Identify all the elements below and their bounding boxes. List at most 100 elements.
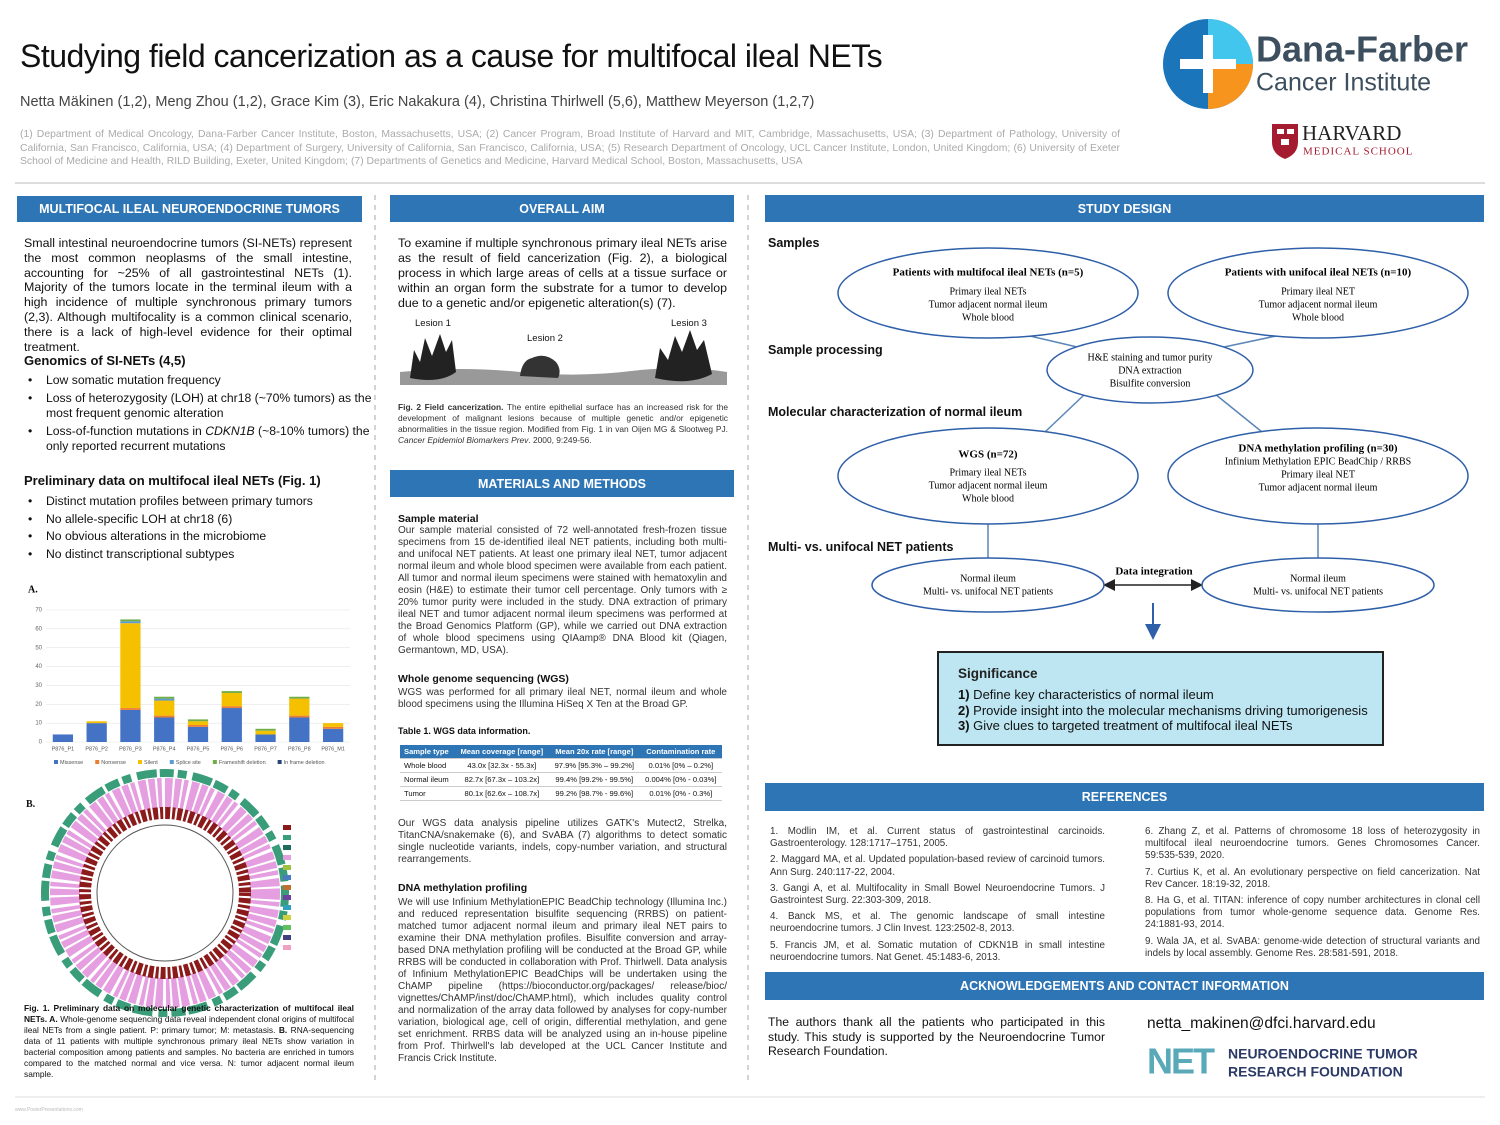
net-logo: NET NEUROENDOCRINE TUMOR RESEARCH FOUNDA… bbox=[1147, 1041, 1418, 1082]
x-tick-label: P876_P3 bbox=[119, 746, 142, 752]
bar-segment bbox=[154, 715, 175, 718]
bar-segment bbox=[221, 692, 242, 707]
reference-item: 5. Francis JM, et al. Somatic mutation o… bbox=[770, 939, 1105, 963]
bar-segment bbox=[154, 698, 175, 701]
element bbox=[283, 865, 291, 870]
x-tick-label: P876_P2 bbox=[85, 746, 108, 752]
node-title: Patients with multifocal ileal NETs (n=5… bbox=[893, 267, 1084, 279]
intro-text: Small intestinal neuroendocrine tumors (… bbox=[24, 236, 352, 354]
lesion-label: Lesion 3 bbox=[671, 318, 707, 329]
element bbox=[41, 769, 289, 1017]
element bbox=[520, 355, 560, 378]
caption-text: RNA-sequencing data of 11 patients with … bbox=[24, 1025, 354, 1079]
node-title: DNA methylation profiling (n=30) bbox=[1238, 443, 1397, 455]
node-line: Bisulfite conversion bbox=[1110, 378, 1191, 389]
node-line: Whole blood bbox=[962, 493, 1014, 504]
table-row: Whole blood 43.0x [32.3x - 55.3x] 97.9% [9… bbox=[400, 758, 722, 773]
node-line: Multi- vs. unifocal NET patients bbox=[1253, 586, 1383, 597]
section-heading: ACKNOWLEDGEMENTS AND CONTACT INFORMATION bbox=[765, 972, 1484, 1000]
section-heading: MULTIFOCAL ILEAL NEUROENDOCRINE TUMORS bbox=[17, 196, 362, 222]
reference-list: 1. Modlin IM, et al. Current status of g… bbox=[770, 826, 1105, 968]
element bbox=[283, 875, 291, 880]
bullet-list: Low somatic mutation frequency Loss of he… bbox=[24, 373, 376, 457]
legend-swatch bbox=[277, 760, 282, 764]
element: NET bbox=[1147, 1041, 1215, 1082]
node-title: Patients with unifocal ileal NETs (n=10) bbox=[1225, 267, 1412, 279]
panel-label: B. bbox=[26, 799, 36, 810]
bullet-item: Distinct mutation profiles between prima… bbox=[28, 493, 376, 511]
logo-text: NEUROENDOCRINE TUMOR bbox=[1228, 1046, 1418, 1062]
element bbox=[283, 945, 291, 950]
subheading: Sample material bbox=[398, 513, 479, 525]
lesion-label: Lesion 1 bbox=[415, 318, 451, 329]
methods-text: We will use Infinium MethylationEPIC Bea… bbox=[398, 897, 727, 1064]
lesion-label: Lesion 2 bbox=[527, 333, 563, 344]
node-line: Tumor adjacent normal ileum bbox=[929, 299, 1048, 310]
reference-item: 6. Zhang Z, et al. Patterns of chromosom… bbox=[1145, 826, 1480, 862]
legend-swatch bbox=[54, 760, 58, 764]
bar-segment bbox=[322, 728, 344, 742]
element bbox=[283, 905, 291, 910]
bar-chart: A. 0 10 20 30 40 50 60 70 P876_P1 P876_P2 P876_P3 P8… bbox=[28, 584, 350, 766]
element bbox=[1180, 59, 1236, 69]
bar-segment bbox=[120, 621, 141, 624]
bullet-item: No allele-specific LOH at chr18 (6) bbox=[28, 511, 376, 529]
element bbox=[1208, 64, 1253, 109]
table-cell: 0.004% [0% - 0.03%] bbox=[639, 772, 722, 787]
caption-text: . 2000, 9:249-56. bbox=[528, 435, 592, 445]
y-tick-label: 30 bbox=[35, 683, 42, 689]
table-row: Tumor 80.1x [62.6x – 108.7x] 99.2% [98.7% … bbox=[400, 786, 722, 801]
bar-segment bbox=[52, 734, 74, 742]
node-line: DNA extraction bbox=[1118, 365, 1182, 376]
bar-segment bbox=[221, 708, 242, 742]
element bbox=[283, 915, 291, 920]
node-ellipse bbox=[1167, 247, 1469, 339]
footer: www.PosterPresentations.com bbox=[15, 1107, 83, 1113]
section-heading: OVERALL AIM bbox=[390, 195, 734, 222]
bar-segment bbox=[255, 734, 276, 742]
bullet-text: (~8-10% tumors) the only reported recurr… bbox=[46, 424, 370, 453]
table-header-cell: Mean 20x rate [range] bbox=[548, 745, 640, 759]
bullet-text: Loss of heterozygosity (LOH) at chr18 (~… bbox=[46, 391, 372, 420]
bar-segment bbox=[221, 706, 242, 709]
legend-label: Frameshift deletion bbox=[219, 760, 266, 766]
bullet-item: Loss of heterozygosity (LOH) at chr18 (~… bbox=[28, 391, 376, 421]
acknowledgements-text: The authors thank all the patients who p… bbox=[768, 1015, 1105, 1058]
y-tick-label: 0 bbox=[39, 740, 43, 746]
significance-item: 3) Give clues to targeted treatment of m… bbox=[958, 718, 1368, 734]
table-cell: 80.1x [62.6x – 108.7x] bbox=[454, 786, 549, 801]
bar-segment bbox=[86, 721, 107, 724]
node-line: Tumor adjacent normal ileum bbox=[1259, 299, 1378, 310]
bullet-item: No obvious alterations in the microbiome bbox=[28, 528, 376, 546]
y-tick-label: 50 bbox=[35, 645, 42, 651]
bar-segment bbox=[255, 730, 276, 735]
item-number: 3) bbox=[958, 718, 970, 733]
legend-label: Nonsense bbox=[101, 760, 126, 766]
legend-label: In frame deletion bbox=[284, 760, 325, 766]
x-tick-label: P876_P4 bbox=[153, 746, 176, 752]
stage-label: Sample processing bbox=[768, 343, 883, 357]
bar-segment bbox=[289, 698, 310, 716]
element bbox=[1281, 139, 1289, 145]
node-ellipse bbox=[1046, 336, 1254, 404]
reference-item: 7. Curtius K, et al. An evolutionary per… bbox=[1145, 866, 1480, 890]
x-tick-label: P876_P5 bbox=[187, 746, 210, 752]
table-row: Normal ileum 82.7x [67.3x – 103.2x] 99.4% … bbox=[400, 772, 722, 787]
element bbox=[410, 334, 456, 380]
bar-segment bbox=[255, 728, 276, 731]
caption-text: Whole-genome sequencing data reveal inde… bbox=[24, 1014, 354, 1035]
reference-item: 8. Ha G, et al. TITAN: inference of copy… bbox=[1145, 895, 1480, 931]
bullet-item: Loss-of-function mutations in CDKN1B (~8… bbox=[28, 424, 376, 454]
y-tick-label: 20 bbox=[35, 702, 42, 708]
stage-label: Samples bbox=[768, 236, 820, 250]
significance-box: Significance 1) Define key characteristi… bbox=[937, 651, 1384, 746]
element bbox=[283, 835, 291, 840]
node-line: Multi- vs. unifocal NET patients bbox=[923, 586, 1053, 597]
significance-list: 1) Define key characteristics of normal … bbox=[958, 687, 1368, 734]
bar-segment bbox=[221, 691, 242, 693]
table-cell: 0.01% [0% - 0.3%] bbox=[639, 786, 722, 801]
connector bbox=[1044, 393, 1086, 433]
element bbox=[283, 935, 291, 940]
item-text: Provide insight into the molecular mecha… bbox=[969, 702, 1368, 718]
